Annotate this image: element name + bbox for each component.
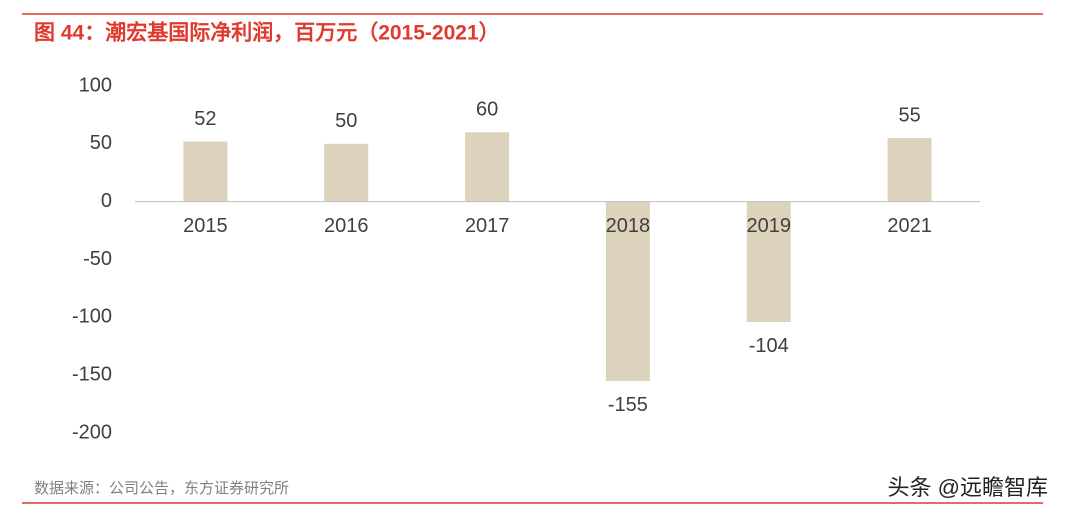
y-tick-label: 50 (90, 132, 112, 154)
bar (183, 141, 228, 202)
y-tick-label: -150 (72, 363, 112, 385)
bar (465, 132, 510, 202)
value-label: 52 (194, 108, 216, 130)
y-tick-label: 0 (101, 190, 112, 212)
bar (746, 201, 791, 322)
chart-title: 图 44：潮宏基国际净利润，百万元（2015-2021） (34, 21, 500, 45)
x-tick-label: 2019 (747, 215, 792, 237)
y-tick-label: 100 (79, 74, 112, 96)
value-label: 50 (335, 110, 357, 132)
source: 数据来源：公司公告，东方证券研究所 (34, 480, 289, 497)
value-label: 55 (898, 104, 920, 126)
y-tick-label: -200 (72, 421, 112, 443)
value-label: -104 (749, 335, 789, 357)
y-tick-label: -100 (72, 306, 112, 328)
bar (605, 201, 650, 381)
bar (887, 138, 932, 202)
value-label: 60 (476, 99, 498, 121)
value-label: -155 (608, 394, 648, 416)
bar (324, 143, 369, 202)
x-tick-label: 2018 (606, 215, 651, 237)
x-tick-label: 2015 (183, 215, 228, 237)
x-tick-label: 2016 (324, 215, 369, 237)
watermark: 头条 @远瞻智库 (888, 475, 1048, 500)
x-tick-label: 2021 (887, 215, 932, 237)
x-tick-label: 2017 (465, 215, 510, 237)
y-tick-label: -50 (83, 248, 112, 270)
